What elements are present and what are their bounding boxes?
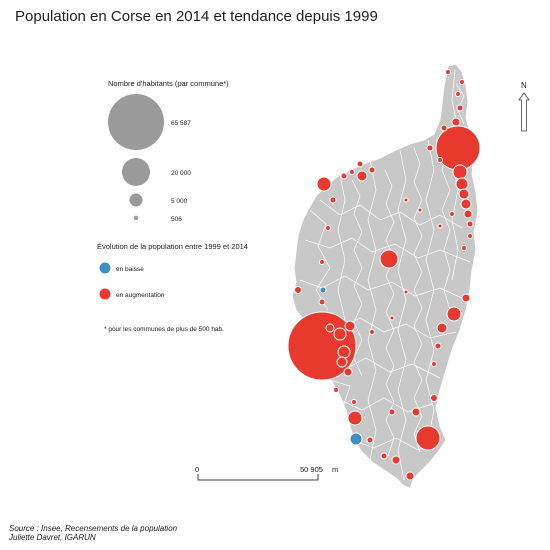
- scale-end-label: 50 905: [300, 465, 323, 474]
- commune-symbol: [456, 104, 464, 112]
- commune-symbol: [403, 197, 409, 203]
- commune-symbol: [403, 289, 409, 295]
- commune-symbol: [388, 408, 396, 416]
- commune-symbol: [336, 356, 348, 368]
- corsica-island: [291, 63, 479, 489]
- commune-symbol: [391, 455, 401, 465]
- commune-symbol: [318, 298, 326, 306]
- commune-symbol-calvi: [316, 176, 332, 192]
- commune-symbol: [461, 293, 471, 303]
- commune-symbol: [455, 91, 461, 97]
- commune-symbol: [344, 320, 356, 332]
- legend-decrease-label: en baisse: [116, 266, 144, 273]
- commune-symbol: [445, 69, 451, 75]
- commune-borders: [299, 69, 471, 481]
- commune-symbol: [449, 211, 455, 217]
- commune-symbol: [437, 157, 443, 163]
- commune-symbol: [459, 79, 465, 85]
- commune-symbol: [368, 166, 376, 174]
- commune-symbol-bastia: [435, 125, 481, 171]
- commune-symbol-decrease: [319, 286, 327, 294]
- commune-symbol: [369, 329, 375, 335]
- legend: Nombre d'habitants (par commune*) 65 587…: [97, 79, 248, 333]
- legend-size-value-3: 5 000: [171, 198, 188, 205]
- legend-symbol-large: [122, 158, 150, 186]
- commune-symbol: [417, 207, 423, 213]
- commune-symbol: [294, 286, 302, 294]
- map-title: Population en Corse en 2014 et tendance …: [15, 8, 378, 25]
- north-arrow: N: [518, 81, 530, 132]
- commune-symbol: [451, 117, 461, 127]
- commune-symbol: [436, 322, 448, 334]
- legend-increase-swatch: [99, 288, 111, 300]
- commune-symbol: [440, 124, 448, 132]
- source-line-1: Source : Insee, Recensements de la popul…: [9, 524, 178, 533]
- commune-symbol: [351, 399, 357, 405]
- legend-symbol-small: [133, 215, 139, 221]
- commune-symbol: [431, 361, 437, 367]
- source-note: Source : Insee, Recensements de la popul…: [9, 524, 177, 542]
- commune-symbol-decrease: [349, 432, 363, 446]
- commune-symbol: [389, 315, 395, 321]
- legend-color-title: Évolution de la population entre 1999 et…: [97, 242, 248, 251]
- source-line-2: Juliette Davret, IGARUN: [9, 533, 96, 542]
- scale-unit-label: m: [332, 465, 338, 474]
- commune-symbol: [461, 245, 467, 251]
- commune-symbol: [466, 220, 474, 228]
- commune-symbol-corte: [379, 249, 399, 269]
- commune-symbol: [411, 407, 421, 417]
- commune-symbol: [347, 410, 363, 426]
- commune-symbol: [325, 225, 331, 231]
- commune-symbol: [380, 452, 388, 460]
- commune-symbol: [458, 188, 470, 200]
- commune-symbol: [366, 436, 374, 444]
- legend-size-title: Nombre d'habitants (par commune*): [108, 79, 229, 88]
- legend-symbol-largest: [108, 94, 164, 150]
- legend-size-value-4: 506: [171, 216, 182, 223]
- commune-symbol: [405, 471, 415, 481]
- commune-symbol: [446, 306, 462, 322]
- legend-size-value-2: 20 000: [171, 170, 191, 177]
- legend-increase-label: en augmentation: [116, 292, 165, 299]
- commune-symbol: [340, 172, 348, 180]
- commune-symbol: [437, 223, 443, 229]
- commune-symbol: [349, 169, 355, 175]
- commune-symbol: [319, 259, 325, 265]
- legend-decrease-swatch: [99, 262, 111, 274]
- commune-symbol: [337, 345, 351, 359]
- north-label: N: [521, 81, 527, 90]
- commune-symbol-porto-vecchio: [415, 425, 441, 451]
- commune-symbol: [452, 164, 468, 180]
- legend-symbol-medium: [129, 193, 143, 207]
- commune-symbol: [329, 196, 337, 204]
- legend-size-value-1: 65 587: [171, 120, 191, 127]
- commune-symbol: [356, 160, 364, 168]
- commune-symbol: [333, 387, 339, 393]
- north-arrow-icon: [518, 92, 530, 132]
- commune-symbol: [463, 209, 473, 219]
- population-symbols: [287, 69, 481, 481]
- legend-footnote: * pour les communes de plus de 500 hab.: [104, 326, 224, 333]
- island-outline: [291, 63, 479, 489]
- commune-symbol: [343, 367, 353, 377]
- commune-symbol: [467, 233, 473, 239]
- commune-symbol: [455, 177, 469, 191]
- commune-symbol: [325, 323, 335, 333]
- commune-symbol: [434, 342, 442, 350]
- commune-symbol: [460, 198, 472, 210]
- commune-symbol: [356, 170, 368, 182]
- scale-bar: 0 50 905 m: [195, 465, 338, 481]
- commune-symbol: [333, 327, 347, 341]
- commune-symbol: [430, 394, 438, 402]
- commune-symbol: [426, 144, 434, 152]
- scale-start-label: 0: [195, 465, 199, 474]
